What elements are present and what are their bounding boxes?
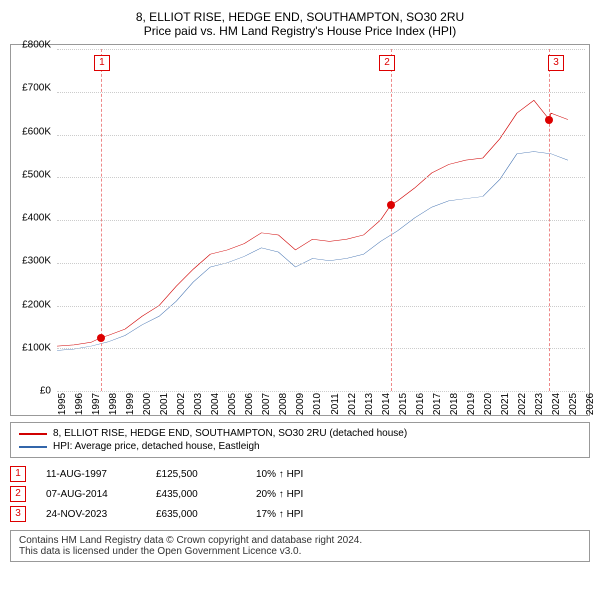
legend: 8, ELLIOT RISE, HEDGE END, SOUTHAMPTON, …: [10, 422, 590, 458]
x-tick-label: 2013: [364, 393, 375, 415]
y-tick-label: £800K: [22, 40, 51, 51]
x-tick-label: 2023: [534, 393, 545, 415]
chart-area: £0£100K£200K£300K£400K£500K£600K£700K£80…: [10, 44, 590, 416]
x-tick-label: 1997: [91, 393, 102, 415]
x-tick-label: 2003: [193, 393, 204, 415]
x-tick-label: 2011: [330, 393, 341, 415]
sale-marker-dot: [545, 116, 553, 124]
x-tick-label: 2018: [449, 393, 460, 415]
sale-date: 11-AUG-1997: [46, 469, 136, 480]
x-axis: 1995 1996 1997 1998 1999 2000 2001 2002 2003 2004…: [57, 393, 585, 415]
sale-row: 1 11-AUG-1997 £125,500 10% ↑ HPI: [10, 464, 590, 484]
sale-marker-box: 3: [548, 55, 564, 71]
x-tick-label: 2010: [312, 393, 323, 415]
gridline-h: [57, 135, 585, 136]
x-tick-label: 2020: [483, 393, 494, 415]
legend-swatch-hpi: [19, 446, 47, 448]
sale-marker-box: 1: [94, 55, 110, 71]
legend-label-hpi: HPI: Average price, detached house, East…: [53, 441, 260, 452]
sale-number-box: 1: [10, 466, 26, 482]
x-tick-label: 1996: [74, 393, 85, 415]
y-tick-label: £0: [40, 386, 51, 397]
gridline-h: [57, 220, 585, 221]
sale-price: £635,000: [156, 509, 236, 520]
sale-row: 3 24-NOV-2023 £635,000 17% ↑ HPI: [10, 504, 590, 524]
y-tick-label: £600K: [22, 126, 51, 137]
sale-hpi: 20% ↑ HPI: [256, 489, 336, 500]
y-tick-label: £100K: [22, 342, 51, 353]
legend-swatch-property: [19, 433, 47, 435]
x-tick-label: 2012: [347, 393, 358, 415]
x-tick-label: 1999: [125, 393, 136, 415]
x-tick-label: 2017: [432, 393, 443, 415]
x-tick-label: 2016: [415, 393, 426, 415]
x-tick-label: 2015: [398, 393, 409, 415]
sale-marker-dot: [97, 334, 105, 342]
x-tick-label: 1995: [57, 393, 68, 415]
gridline-h: [57, 348, 585, 349]
x-tick-label: 2022: [517, 393, 528, 415]
y-tick-label: £500K: [22, 169, 51, 180]
footer-line2: This data is licensed under the Open Gov…: [19, 546, 581, 557]
gridline-h: [57, 177, 585, 178]
sale-number-box: 3: [10, 506, 26, 522]
sale-row: 2 07-AUG-2014 £435,000 20% ↑ HPI: [10, 484, 590, 504]
x-tick-label: 2004: [210, 393, 221, 415]
footer-line1: Contains HM Land Registry data © Crown c…: [19, 535, 581, 546]
legend-row-property: 8, ELLIOT RISE, HEDGE END, SOUTHAMPTON, …: [19, 427, 581, 440]
footer: Contains HM Land Registry data © Crown c…: [10, 530, 590, 562]
x-tick-label: 2024: [551, 393, 562, 415]
sale-date: 24-NOV-2023: [46, 509, 136, 520]
sale-hpi: 17% ↑ HPI: [256, 509, 336, 520]
sale-marker-box: 2: [379, 55, 395, 71]
plot-region: 1 2 3: [57, 49, 585, 391]
chart-title-line2: Price paid vs. HM Land Registry's House …: [10, 24, 590, 38]
gridline-h: [57, 391, 585, 392]
x-tick-label: 2025: [568, 393, 579, 415]
x-tick-label: 2006: [244, 393, 255, 415]
y-tick-label: £200K: [22, 299, 51, 310]
x-tick-label: 2005: [227, 393, 238, 415]
sale-price: £125,500: [156, 469, 236, 480]
x-tick-label: 2000: [142, 393, 153, 415]
y-tick-label: £700K: [22, 83, 51, 94]
x-tick-label: 2001: [159, 393, 170, 415]
sale-date: 07-AUG-2014: [46, 489, 136, 500]
x-tick-label: 2002: [176, 393, 187, 415]
property-price-line: [57, 100, 568, 346]
legend-label-property: 8, ELLIOT RISE, HEDGE END, SOUTHAMPTON, …: [53, 428, 407, 439]
gridline-h: [57, 92, 585, 93]
sale-marker-line: [391, 49, 392, 391]
y-tick-label: £400K: [22, 213, 51, 224]
x-tick-label: 2021: [500, 393, 511, 415]
chart-title-line1: 8, ELLIOT RISE, HEDGE END, SOUTHAMPTON, …: [10, 10, 590, 24]
x-tick-label: 2007: [261, 393, 272, 415]
x-tick-label: 2026: [585, 393, 596, 415]
x-tick-label: 1998: [108, 393, 119, 415]
x-tick-label: 2009: [295, 393, 306, 415]
sale-number-box: 2: [10, 486, 26, 502]
sales-table: 1 11-AUG-1997 £125,500 10% ↑ HPI 2 07-AUG-201…: [10, 464, 590, 524]
x-tick-label: 2019: [466, 393, 477, 415]
sale-price: £435,000: [156, 489, 236, 500]
gridline-h: [57, 263, 585, 264]
sale-hpi: 10% ↑ HPI: [256, 469, 336, 480]
sale-marker-line: [549, 49, 550, 391]
x-tick-label: 2014: [381, 393, 392, 415]
y-tick-label: £300K: [22, 256, 51, 267]
gridline-h: [57, 49, 585, 50]
gridline-h: [57, 306, 585, 307]
legend-row-hpi: HPI: Average price, detached house, East…: [19, 440, 581, 453]
hpi-line: [57, 152, 568, 351]
sale-marker-dot: [387, 201, 395, 209]
x-tick-label: 2008: [278, 393, 289, 415]
y-axis: £0£100K£200K£300K£400K£500K£600K£700K£80…: [11, 45, 55, 391]
